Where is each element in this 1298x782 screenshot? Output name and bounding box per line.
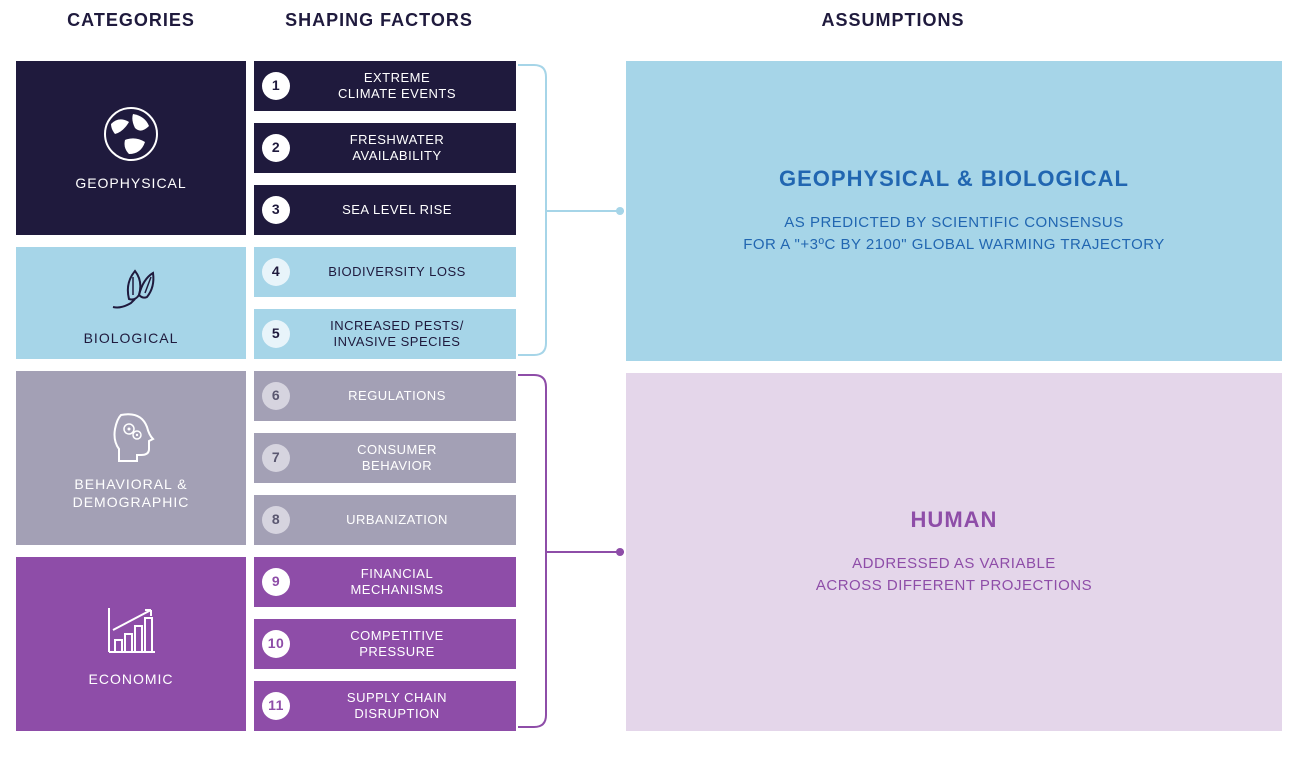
factor-8: 8 URBANIZATION	[254, 495, 516, 545]
category-geophysical: GEOPHYSICAL	[16, 61, 246, 235]
factor-5: 5 INCREASED PESTS/ INVASIVE SPECIES	[254, 309, 516, 359]
factor-label: REGULATIONS	[348, 388, 446, 404]
column-headers: CATEGORIES SHAPING FACTORS ASSUMPTIONS	[16, 10, 1282, 31]
factor-label: INCREASED PESTS/ INVASIVE SPECIES	[330, 318, 464, 351]
header-shaping: SHAPING FACTORS	[254, 10, 504, 31]
factor-number: 1	[262, 72, 290, 100]
factor-number: 2	[262, 134, 290, 162]
factors-behavioral: 6 REGULATIONS 7 CONSUMER BEHAVIOR 8 URBANIZAT…	[254, 371, 516, 545]
left-column: GEOPHYSICAL 1 EXTREME CLIMATE EVENTS 2 FRESH…	[16, 61, 516, 731]
factor-label: EXTREME CLIMATE EVENTS	[338, 70, 456, 103]
factor-label: URBANIZATION	[346, 512, 448, 528]
group-biological: BIOLOGICAL 4 BIODIVERSITY LOSS 5 INCREASED P…	[16, 247, 516, 359]
factor-number: 6	[262, 382, 290, 410]
group-economic: ECONOMIC 9 FINANCIAL MECHANISMS 10 COMPETITI…	[16, 557, 516, 731]
assumption-human: HUMAN ADDRESSED AS VARIABLE ACROSS DIFFER…	[626, 373, 1282, 731]
connectors-column	[516, 61, 626, 731]
factor-6: 6 REGULATIONS	[254, 371, 516, 421]
group-behavioral: BEHAVIORAL & DEMOGRAPHIC 6 REGULATIONS 7 CON…	[16, 371, 516, 545]
factor-4: 4 BIODIVERSITY LOSS	[254, 247, 516, 297]
factor-2: 2 FRESHWATER AVAILABILITY	[254, 123, 516, 173]
factor-9: 9 FINANCIAL MECHANISMS	[254, 557, 516, 607]
head-gears-icon	[101, 405, 161, 465]
assumption-title: HUMAN	[911, 507, 998, 533]
factor-number: 8	[262, 506, 290, 534]
right-column: GEOPHYSICAL & BIOLOGICAL AS PREDICTED BY …	[626, 61, 1282, 731]
category-label: BEHAVIORAL & DEMOGRAPHIC	[73, 475, 190, 511]
header-categories: CATEGORIES	[16, 10, 246, 31]
factor-number: 9	[262, 568, 290, 596]
factor-number: 7	[262, 444, 290, 472]
assumption-desc: ADDRESSED AS VARIABLE ACROSS DIFFERENT P…	[816, 553, 1092, 598]
factor-number: 3	[262, 196, 290, 224]
group-geophysical: GEOPHYSICAL 1 EXTREME CLIMATE EVENTS 2 FRESH…	[16, 61, 516, 235]
factor-label: BIODIVERSITY LOSS	[328, 264, 466, 280]
factor-label: CONSUMER BEHAVIOR	[357, 442, 437, 475]
factor-number: 11	[262, 692, 290, 720]
factor-label: SUPPLY CHAIN DISRUPTION	[347, 690, 447, 723]
factor-1: 1 EXTREME CLIMATE EVENTS	[254, 61, 516, 111]
factor-label: FINANCIAL MECHANISMS	[350, 566, 443, 599]
factor-10: 10 COMPETITIVE PRESSURE	[254, 619, 516, 669]
assumption-geo-bio: GEOPHYSICAL & BIOLOGICAL AS PREDICTED BY …	[626, 61, 1282, 361]
factor-7: 7 CONSUMER BEHAVIOR	[254, 433, 516, 483]
factors-geophysical: 1 EXTREME CLIMATE EVENTS 2 FRESHWATER AVAIL…	[254, 61, 516, 235]
globe-icon	[101, 104, 161, 164]
factors-biological: 4 BIODIVERSITY LOSS 5 INCREASED PESTS/ INVA…	[254, 247, 516, 359]
leaf-icon	[101, 259, 161, 319]
factors-economic: 9 FINANCIAL MECHANISMS 10 COMPETITIVE PRESS…	[254, 557, 516, 731]
factor-label: COMPETITIVE PRESSURE	[350, 628, 444, 661]
category-behavioral: BEHAVIORAL & DEMOGRAPHIC	[16, 371, 246, 545]
header-assumptions: ASSUMPTIONS	[504, 10, 1282, 31]
factor-label: SEA LEVEL RISE	[342, 202, 452, 218]
factor-number: 5	[262, 320, 290, 348]
assumption-desc: AS PREDICTED BY SCIENTIFIC CONSENSUS FOR…	[743, 212, 1165, 257]
chart-icon	[101, 600, 161, 660]
category-economic: ECONOMIC	[16, 557, 246, 731]
factor-11: 11 SUPPLY CHAIN DISRUPTION	[254, 681, 516, 731]
assumption-title: GEOPHYSICAL & BIOLOGICAL	[779, 166, 1129, 192]
factor-3: 3 SEA LEVEL RISE	[254, 185, 516, 235]
category-label: ECONOMIC	[89, 670, 174, 688]
connector-svg	[516, 61, 626, 731]
factor-number: 4	[262, 258, 290, 286]
factor-label: FRESHWATER AVAILABILITY	[350, 132, 445, 165]
category-label: GEOPHYSICAL	[75, 174, 186, 192]
factor-number: 10	[262, 630, 290, 658]
category-label: BIOLOGICAL	[84, 329, 179, 347]
main-row: GEOPHYSICAL 1 EXTREME CLIMATE EVENTS 2 FRESH…	[16, 61, 1282, 731]
category-biological: BIOLOGICAL	[16, 247, 246, 359]
